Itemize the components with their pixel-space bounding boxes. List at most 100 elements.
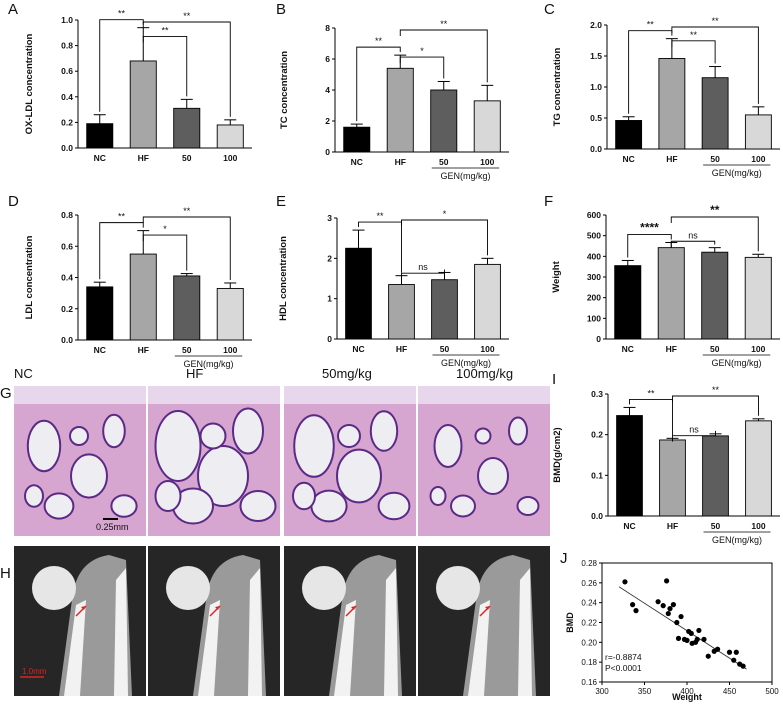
sig-label: ns — [418, 262, 428, 272]
marrow-space — [369, 410, 399, 452]
femoral-head — [32, 566, 76, 610]
cortical-bone — [198, 600, 220, 696]
y-tick-label: 1.0 — [590, 82, 602, 92]
sig-bracket — [671, 26, 759, 104]
x-tick-label: NC — [623, 521, 635, 531]
y-tick-label: 2 — [327, 253, 332, 263]
marrow-space — [154, 480, 182, 512]
x-tick-label: 50 — [710, 154, 720, 164]
scatter-point — [633, 608, 639, 614]
sig-bracket — [99, 222, 144, 280]
marrow-space — [310, 489, 348, 523]
bar-NC — [86, 286, 114, 341]
y-tick-label: 1.5 — [590, 51, 602, 61]
sig-label: ns — [689, 425, 699, 435]
x-tick-label: 50 — [182, 153, 192, 163]
x-tick-label: 50 — [182, 345, 192, 355]
x-tick-label: 350 — [638, 687, 652, 696]
scatter-point — [667, 606, 673, 612]
bar-50 — [431, 279, 458, 340]
y-tick-label: 0.8 — [61, 41, 73, 51]
sig-label: ** — [690, 30, 698, 40]
x-tick-label: 100 — [480, 344, 494, 354]
marrow-space — [232, 407, 264, 455]
x-tick-label: 500 — [765, 687, 779, 696]
x-tick-label: 450 — [723, 687, 737, 696]
x-tick-label: 100 — [223, 153, 237, 163]
scatter-point — [726, 649, 733, 655]
bar-100 — [473, 100, 501, 153]
sig-label: ** — [440, 19, 448, 29]
red-arrow-head — [215, 606, 220, 610]
y-tick-label: 0.0 — [590, 144, 602, 154]
marrow-space — [102, 413, 126, 449]
x-tick-label: NC — [351, 157, 363, 167]
scatter-point — [688, 630, 694, 637]
group-title: HF — [186, 366, 203, 381]
sig-bracket — [672, 395, 759, 416]
bar-HF — [386, 67, 414, 153]
y-tick-label: 0.5 — [590, 113, 602, 123]
scatter-point — [664, 578, 670, 584]
x-tick-label: 50 — [439, 157, 449, 167]
he-image — [14, 386, 146, 536]
sig-bracket — [629, 398, 673, 436]
y-tick-label: 0.1 — [591, 470, 603, 480]
y-tick-label: 0.4 — [61, 273, 73, 283]
panel-letter: F — [544, 193, 553, 210]
bar-100 — [744, 114, 772, 150]
panel-i: I 0.0 0.1 0.2 0.3 BMD(g/cm2) NC HF 50 100 GEN(mg/k… — [552, 371, 780, 545]
sig-label: ** — [710, 203, 720, 217]
y-tick-label: 200 — [587, 293, 601, 303]
he-image — [284, 386, 416, 536]
y-tick-label: 8 — [325, 23, 330, 33]
panel-d: D 0.0 0.2 0.4 0.6 0.8 LDL concentration NC HF 50 1… — [8, 193, 252, 369]
sig-label: ** — [376, 211, 384, 221]
x-tick-label: HF — [667, 521, 678, 531]
x-axis-label: Weight — [672, 692, 702, 702]
y-tick-label: 0.3 — [591, 389, 603, 399]
marrow-space — [154, 410, 202, 482]
y-axis-label: Weight — [551, 260, 562, 292]
scatter-point — [701, 636, 707, 642]
bar-NC — [86, 123, 114, 149]
y-tick-label: 2.0 — [590, 20, 602, 30]
bar-50 — [701, 77, 729, 150]
scatter-point — [733, 649, 739, 655]
x-tick-label: HF — [138, 153, 149, 163]
sig-bracket — [142, 21, 231, 117]
sig-label: ** — [712, 16, 720, 26]
sig-label: ** — [183, 206, 191, 216]
x-tick-label: NC — [622, 154, 634, 164]
x-tick-label: HF — [666, 344, 677, 354]
y-axis-label: LDL concentration — [24, 235, 35, 319]
scatter-point — [694, 636, 700, 642]
y-tick-label: 0.20 — [581, 638, 597, 647]
scatter-point — [655, 599, 661, 605]
y-tick-label: 2 — [325, 116, 330, 126]
bar-HF — [658, 58, 686, 150]
scatter-point — [675, 635, 682, 641]
scale-text: 0.25mm — [96, 522, 129, 532]
panel-a: A 0.0 0.2 0.4 0.6 0.8 1.0 OX-LDL concentration N… — [8, 1, 252, 163]
annotation-p: P<0.0001 — [605, 663, 642, 673]
y-tick-label: 500 — [587, 231, 601, 241]
cortical-bone — [468, 600, 490, 696]
y-axis-label: BMD(g/cm2) — [552, 427, 563, 482]
y-axis-label: OX-LDL concentration — [24, 33, 35, 134]
y-axis-label: BMD — [565, 612, 575, 633]
x-tick-label: 100 — [751, 344, 765, 354]
bar-100 — [216, 287, 244, 341]
scatter-point — [630, 602, 636, 608]
bar-50 — [173, 275, 201, 341]
x-tick-label: 100 — [751, 521, 765, 531]
he-surface — [14, 386, 146, 404]
x-tick-label: 50 — [710, 344, 720, 354]
y-tick-label: 4 — [325, 85, 330, 95]
ct-image — [148, 546, 280, 696]
he-surface — [148, 386, 280, 404]
x-tick-label: HF — [396, 344, 407, 354]
panel-letter: J — [560, 550, 568, 567]
y-axis-label: HDL concentration — [278, 236, 289, 321]
y-tick-label: 0.28 — [581, 559, 597, 568]
